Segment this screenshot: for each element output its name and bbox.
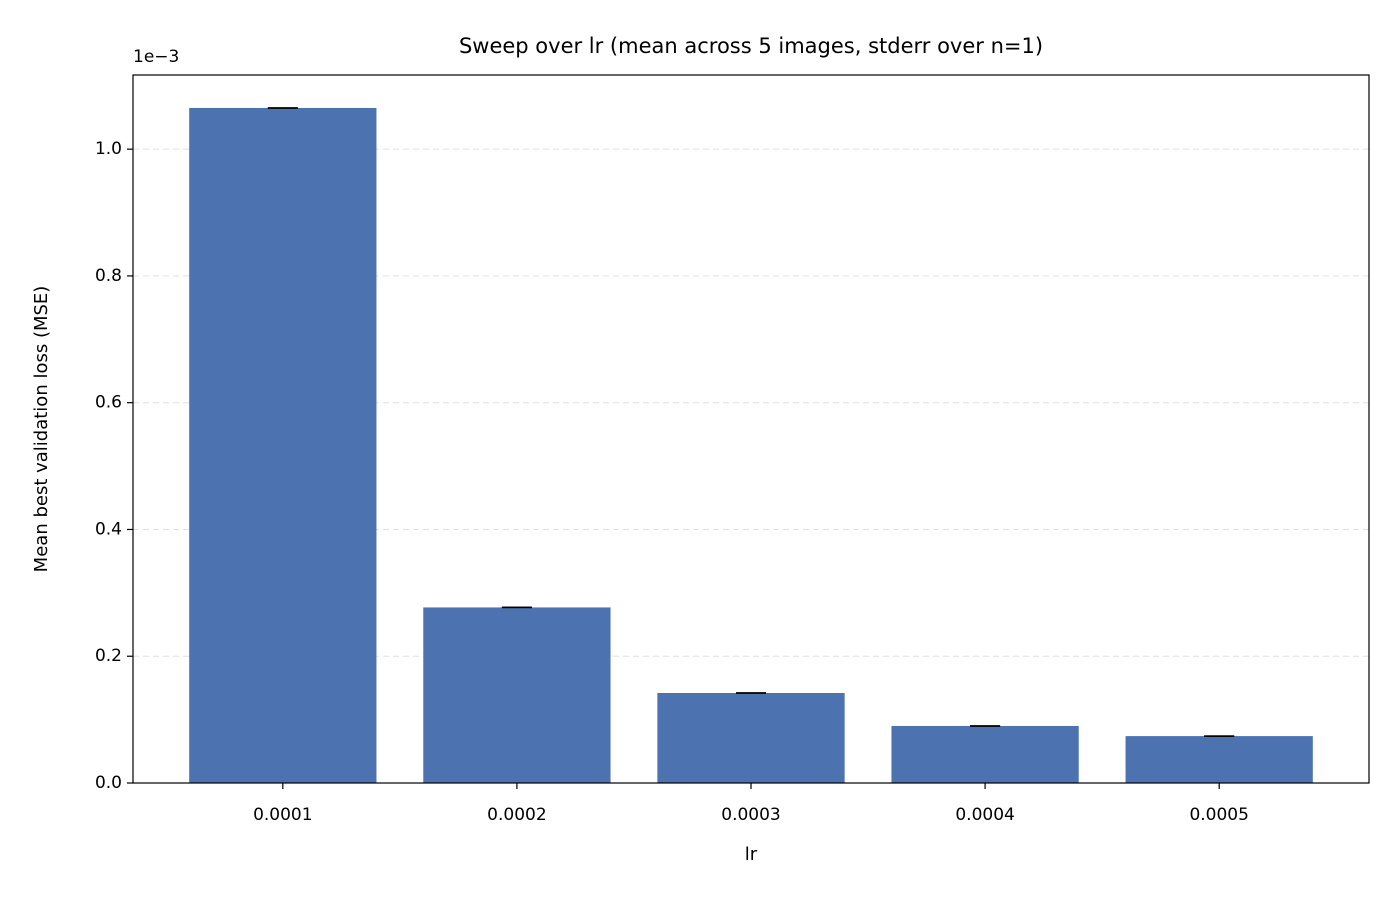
bar — [657, 692, 845, 783]
plot-frame — [132, 74, 1370, 784]
x-tick-label: 0.0002 — [487, 805, 546, 825]
bar — [423, 607, 611, 783]
y-tick-label: 0.6 — [95, 393, 122, 413]
x-tick-label: 0.0001 — [253, 805, 312, 825]
y-tick-label: 0.2 — [95, 646, 122, 666]
bar — [891, 725, 1079, 783]
y-tick-label: 0.8 — [95, 266, 122, 286]
y-axis-label: Mean best validation loss (MSE) — [31, 286, 52, 573]
y-tick-label: 1.0 — [95, 139, 122, 159]
y-tick-label: 0.0 — [95, 773, 122, 793]
y-tick-label: 0.4 — [95, 519, 122, 539]
bar — [1125, 736, 1313, 783]
y-offset-label: 1e−3 — [133, 47, 179, 67]
x-axis-label: lr — [745, 844, 758, 865]
chart-title: Sweep over lr (mean across 5 images, std… — [459, 34, 1043, 58]
bar — [189, 107, 377, 783]
x-tick-label: 0.0003 — [721, 805, 780, 825]
x-tick-label: 0.0005 — [1189, 805, 1248, 825]
x-tick-label: 0.0004 — [955, 805, 1014, 825]
